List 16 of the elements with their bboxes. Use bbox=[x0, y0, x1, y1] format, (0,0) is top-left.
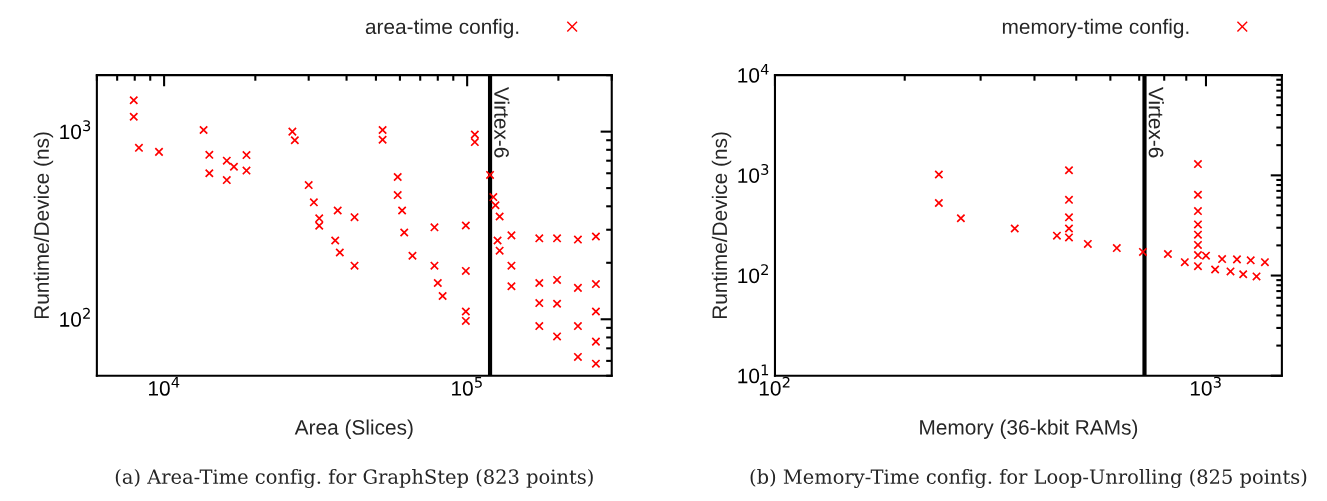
x-tick-label: 10$^{4}$ bbox=[149, 376, 180, 396]
ref-line-label: Virtex-6 bbox=[1148, 87, 1164, 158]
y-axis-title: Runtime/Device (ns) bbox=[33, 132, 54, 319]
x-tick-label: 10$^{3}$ bbox=[1190, 376, 1221, 396]
y-tick-label: 10$^{2}$ bbox=[738, 264, 768, 284]
text: (a) Area-Time config. for GraphStep (823 points) bbox=[115, 468, 593, 489]
y-tick-label: 10$^{4}$ bbox=[738, 63, 769, 83]
ref-line-label: Virtex-6 bbox=[494, 87, 510, 158]
text: (b) Memory-Time config. for Loop-Unrolling (825 points) bbox=[750, 468, 1307, 489]
x-axis-title: Area (Slices) bbox=[294, 419, 413, 439]
y-tick-label: 10$^{3}$ bbox=[738, 163, 769, 183]
legend-label: area-time config. bbox=[365, 18, 519, 39]
legend-label: memory-time config. bbox=[1002, 18, 1189, 39]
x-axis-title: Memory (36-kbit RAMs) bbox=[920, 419, 1138, 439]
y-axis-title: Runtime/Device (ns) bbox=[711, 132, 732, 319]
x-tick-label: 10$^{5}$ bbox=[452, 376, 482, 396]
